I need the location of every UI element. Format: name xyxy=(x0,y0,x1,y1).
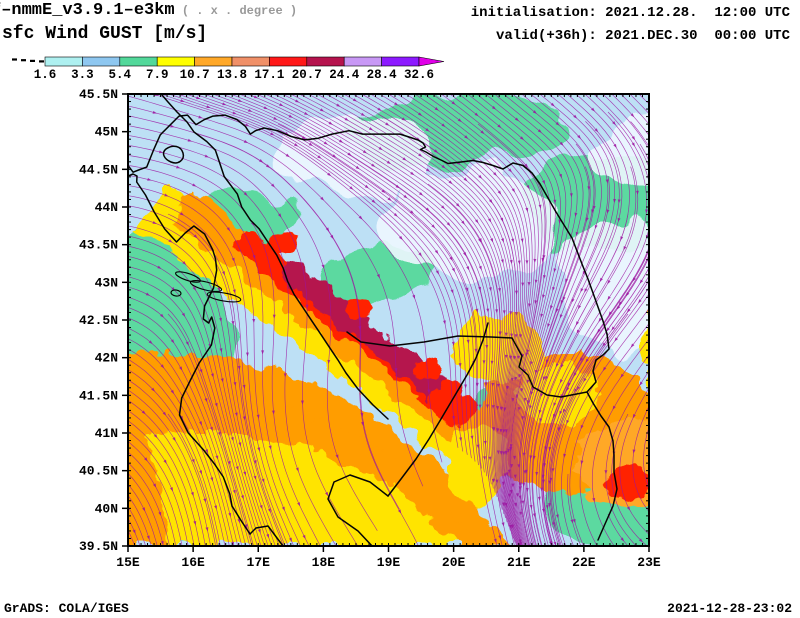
svg-text:43.5N: 43.5N xyxy=(79,238,118,253)
svg-text:22E: 22E xyxy=(572,555,596,570)
svg-text:20E: 20E xyxy=(442,555,466,570)
svg-text:23E: 23E xyxy=(637,555,661,570)
svg-text:17E: 17E xyxy=(247,555,271,570)
svg-text:44N: 44N xyxy=(95,200,118,215)
svg-text:40N: 40N xyxy=(95,501,118,516)
svg-text:45.5N: 45.5N xyxy=(79,87,118,102)
svg-text:40.5N: 40.5N xyxy=(79,464,118,479)
svg-text:18E: 18E xyxy=(312,555,336,570)
svg-text:19E: 19E xyxy=(377,555,401,570)
svg-text:41N: 41N xyxy=(95,426,118,441)
svg-text:16E: 16E xyxy=(181,555,205,570)
svg-text:42.5N: 42.5N xyxy=(79,313,118,328)
svg-text:44.5N: 44.5N xyxy=(79,162,118,177)
svg-text:41.5N: 41.5N xyxy=(79,388,118,403)
svg-text:21E: 21E xyxy=(507,555,531,570)
svg-text:45N: 45N xyxy=(95,125,118,140)
svg-text:43N: 43N xyxy=(95,275,118,290)
svg-text:42N: 42N xyxy=(95,351,118,366)
svg-text:15E: 15E xyxy=(116,555,140,570)
svg-text:39.5N: 39.5N xyxy=(79,539,118,554)
